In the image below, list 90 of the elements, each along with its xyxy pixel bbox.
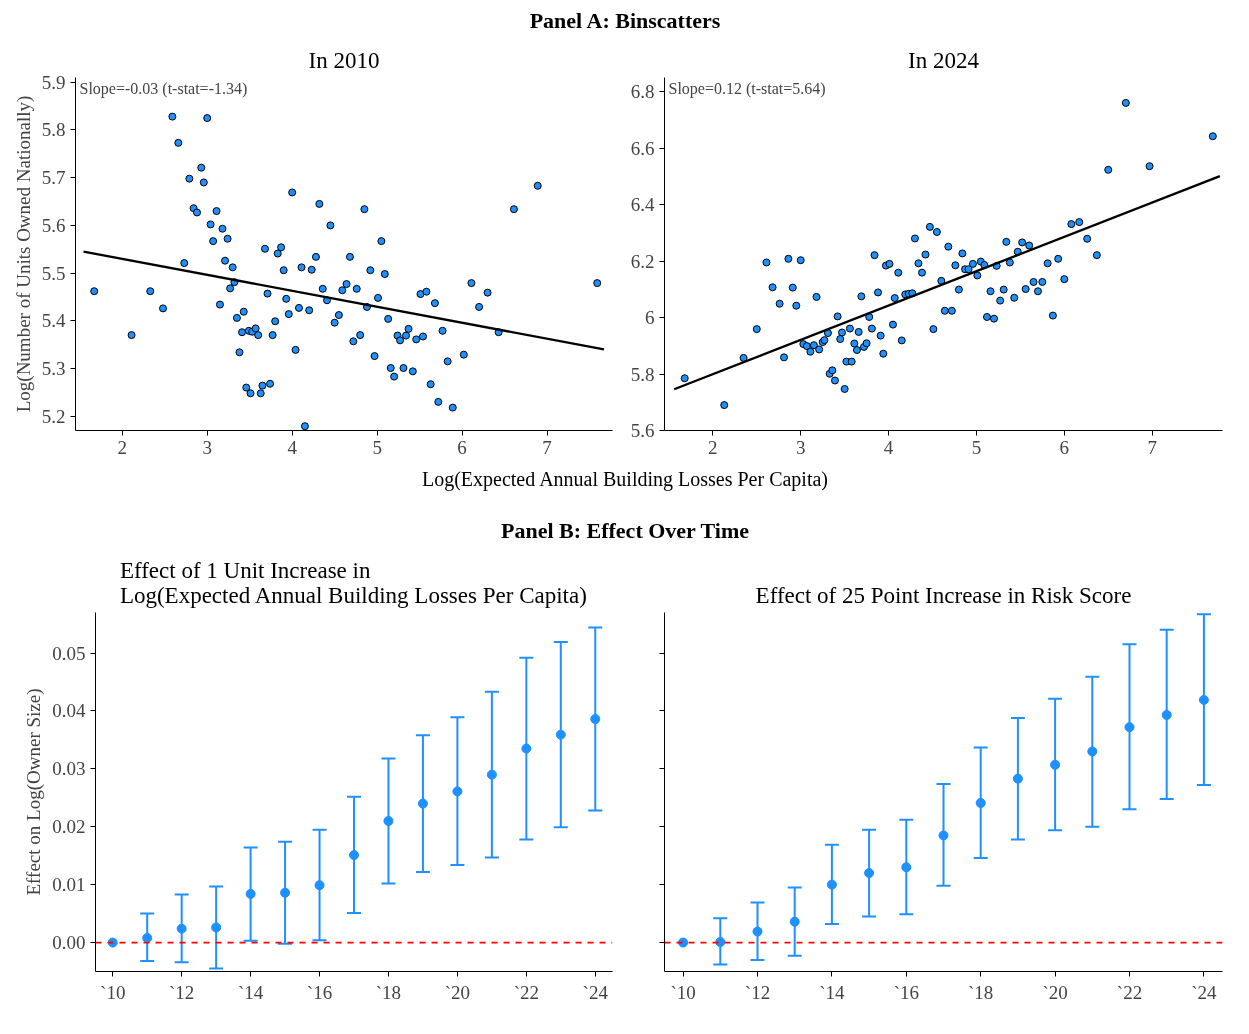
point xyxy=(1087,746,1098,757)
point xyxy=(864,868,875,879)
point xyxy=(555,729,566,740)
x-tick-label: `18 xyxy=(968,981,994,1003)
point xyxy=(715,936,726,947)
y-tick-label: 5.7 xyxy=(41,167,66,189)
y-tick-label: 0.00 xyxy=(52,932,86,954)
point xyxy=(975,798,986,808)
point xyxy=(107,937,118,948)
x-tick-label: `14 xyxy=(237,981,264,1003)
point xyxy=(211,922,222,933)
point xyxy=(1198,694,1209,705)
x-tick-label: 4 xyxy=(883,436,894,458)
point xyxy=(521,743,532,754)
point xyxy=(752,926,763,937)
y-tick-label: 0.05 xyxy=(52,642,86,664)
x-tick-label: 3 xyxy=(202,436,212,458)
x-tick-label: `16 xyxy=(893,981,919,1003)
y-tick-label: 0.04 xyxy=(52,700,86,722)
y-tick-label: 6.4 xyxy=(630,194,655,216)
point xyxy=(1012,773,1023,784)
point xyxy=(938,830,949,841)
y-tick-label: 0.01 xyxy=(52,874,86,896)
x-tick-label: `22 xyxy=(513,981,539,1003)
y-tick-label: 5.2 xyxy=(41,405,66,427)
x-tick-label: 5 xyxy=(971,436,982,458)
x-tick-label: `22 xyxy=(1116,981,1143,1003)
annotation: Slope=-0.03 (t-stat=-1.34) xyxy=(79,79,248,98)
point xyxy=(678,937,689,948)
point xyxy=(417,798,428,809)
point xyxy=(1050,759,1061,770)
y-tick-label: 5.5 xyxy=(41,262,66,284)
x-tick-label: 6 xyxy=(457,436,467,458)
y-tick-label: 6 xyxy=(645,307,655,329)
point xyxy=(1124,722,1135,733)
point xyxy=(590,714,601,725)
x-tick-label: `14 xyxy=(819,981,846,1003)
x-tick-label: `12 xyxy=(169,981,195,1003)
y-tick-label: 6.8 xyxy=(630,81,655,103)
point xyxy=(789,916,800,927)
x-tick-label: 6 xyxy=(1059,436,1070,458)
point xyxy=(314,880,325,891)
y-tick-label: 5.4 xyxy=(41,310,66,332)
text: Panel A: Binscatters xyxy=(529,7,721,35)
x-tick-label: `24 xyxy=(582,981,609,1003)
y-axis-title: Effect on Log(Owner Size) xyxy=(23,688,46,896)
y-tick-label: 5.9 xyxy=(41,71,66,93)
y-tick-label: 0.03 xyxy=(52,758,86,780)
x-tick-label: `10 xyxy=(100,981,126,1003)
x-tick-label: `20 xyxy=(1042,981,1068,1003)
x-tick-label: `16 xyxy=(306,981,333,1003)
chart-title: Effect of 1 Unit Increase in Log(Expected Annual Building Losses Per Capita) xyxy=(119,557,587,608)
x-tick-label: 2 xyxy=(708,436,718,458)
y-tick-label: 5.6 xyxy=(41,214,66,236)
point xyxy=(486,769,497,780)
y-tick-label: 6.6 xyxy=(630,137,655,159)
x-tick-label: 7 xyxy=(542,436,552,458)
chart-title: In 2010 xyxy=(308,47,380,73)
x-tick-label: `24 xyxy=(1191,981,1218,1003)
text: Panel B: Effect Over Time xyxy=(500,517,750,545)
point xyxy=(245,888,256,899)
y-tick-label: 5.3 xyxy=(41,357,66,379)
x-tick-label: 5 xyxy=(372,436,382,458)
x-tick-label: `10 xyxy=(670,981,696,1003)
point xyxy=(826,879,837,890)
y-tick-label: 0.02 xyxy=(52,816,86,838)
y-tick-label: 5.8 xyxy=(41,119,66,141)
x-tick-label: 4 xyxy=(287,436,298,458)
x-tick-label: 2 xyxy=(117,436,127,458)
x-tick-label: 3 xyxy=(795,436,806,458)
chart-title: Effect of 25 Point Increase in Risk Score xyxy=(755,582,1132,608)
point xyxy=(901,862,912,873)
y-tick-label: 5.6 xyxy=(630,420,655,441)
x-tick-label: `12 xyxy=(744,981,771,1003)
x-axis-title: Log(Expected Annual Building Losses Per Capita) xyxy=(421,467,829,493)
y-tick-label: 5.8 xyxy=(630,363,655,385)
point xyxy=(142,932,153,943)
annotation: Slope=0.12 (t-stat=5.64) xyxy=(668,79,826,98)
x-tick-label: `20 xyxy=(444,981,471,1003)
y-axis-title: Log(Number of Units Owned Nationally) xyxy=(12,95,35,413)
x-tick-label: `18 xyxy=(375,981,402,1003)
point xyxy=(1161,710,1172,720)
y-tick-label: 6.2 xyxy=(630,250,655,272)
point xyxy=(452,786,463,797)
x-tick-label: 7 xyxy=(1147,436,1157,458)
point xyxy=(176,923,187,934)
point xyxy=(280,887,291,898)
point xyxy=(349,850,359,861)
point xyxy=(383,815,394,826)
chart-title: In 2024 xyxy=(908,47,980,73)
